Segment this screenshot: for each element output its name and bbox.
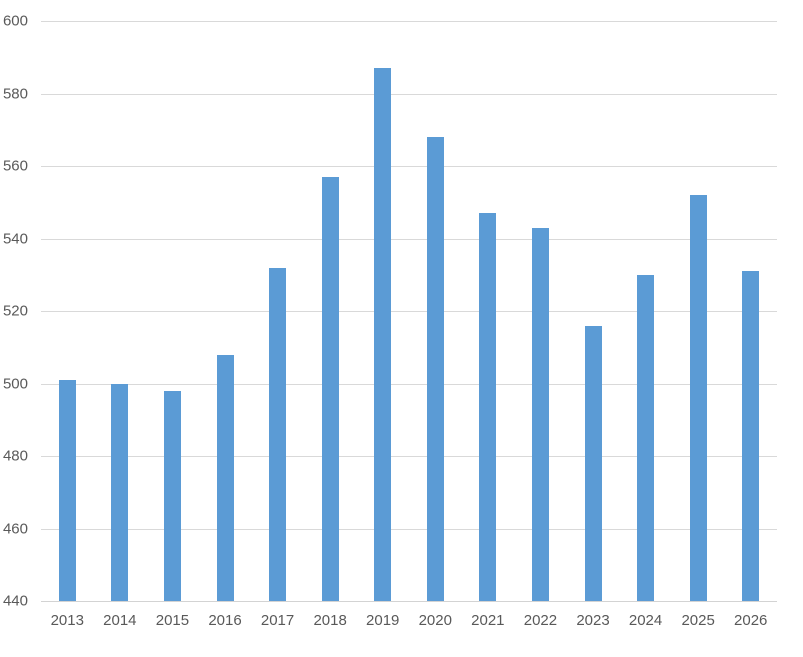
bar-2025 [689, 195, 707, 601]
x-axis-label-2025: 2025 [681, 612, 715, 629]
y-axis-label-540: 540 [2, 230, 28, 248]
bar-2018 [321, 176, 339, 601]
bar-2017 [269, 267, 287, 601]
gridline-520 [41, 311, 777, 312]
y-axis-label-560: 560 [2, 157, 28, 175]
x-axis-label-2019: 2019 [366, 612, 400, 629]
x-axis-label-2018: 2018 [313, 612, 347, 629]
bar-2024 [637, 274, 655, 601]
y-axis-label-580: 580 [2, 85, 28, 103]
gridline-500 [41, 384, 777, 385]
gridline-540 [41, 239, 777, 240]
x-axis-label-2013: 2013 [50, 612, 84, 629]
gridline-560 [41, 166, 777, 167]
gridline-460 [41, 529, 777, 530]
y-axis-label-520: 520 [2, 302, 28, 320]
y-axis-label-480: 480 [2, 447, 28, 465]
bar-2022 [531, 227, 549, 601]
bar-2019 [374, 68, 392, 601]
x-axis-label-2026: 2026 [734, 612, 768, 629]
x-axis-label-2024: 2024 [628, 612, 663, 629]
gridline-580 [41, 94, 777, 95]
gridline-480 [41, 456, 777, 457]
x-axis-line [41, 601, 777, 602]
x-axis-label-2016: 2016 [208, 612, 242, 629]
bar-2013 [58, 379, 76, 601]
gridline-600 [41, 21, 777, 22]
bar-2016 [216, 354, 234, 601]
bar-2023 [584, 325, 602, 601]
bar-2026 [742, 271, 760, 601]
x-axis-label-2017: 2017 [260, 612, 295, 629]
y-axis-label-600: 600 [2, 12, 28, 30]
y-axis-label-460: 460 [2, 520, 28, 538]
y-axis-label-440: 440 [2, 592, 28, 610]
bar-2020 [426, 137, 444, 601]
x-axis-label-2021: 2021 [471, 612, 505, 629]
bar-2021 [479, 213, 497, 601]
x-axis-label-2015: 2015 [155, 612, 190, 629]
bar-2015 [163, 390, 181, 601]
y-axis-label-500: 500 [2, 375, 28, 393]
x-axis-label-2022: 2022 [523, 612, 558, 629]
x-axis-label-2023: 2023 [576, 612, 610, 629]
bar-2014 [111, 383, 129, 601]
x-axis-label-2014: 2014 [103, 612, 137, 629]
x-axis-label-2020: 2020 [418, 612, 452, 629]
